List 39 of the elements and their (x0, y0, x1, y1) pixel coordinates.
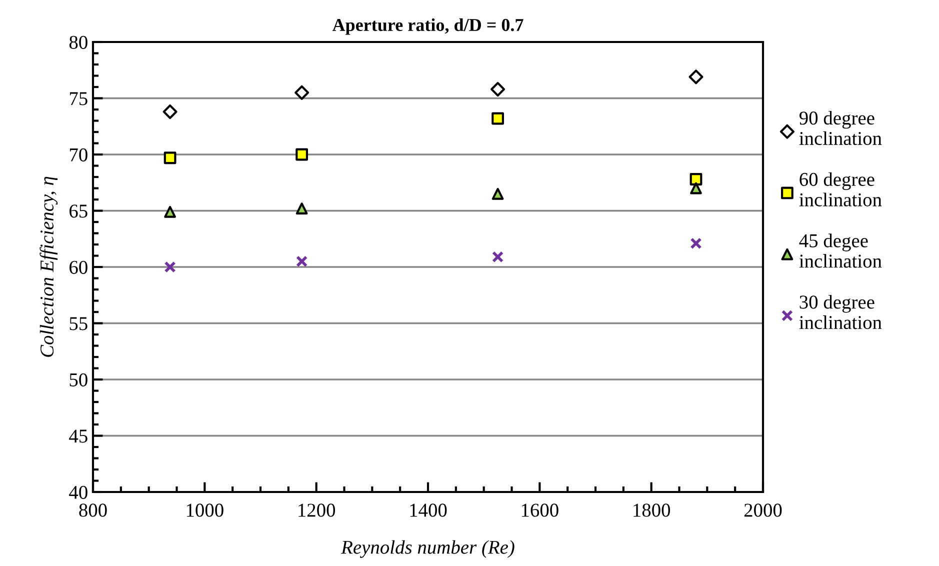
point (296, 256, 308, 268)
x-tick-label: 1600 (522, 504, 558, 517)
y-tick-label: 45 (69, 430, 88, 443)
y-tick-label: 70 (70, 148, 88, 162)
chart-title: Aperture ratio, d/D = 0.7 (332, 18, 524, 35)
x-tick-label: 1400 (410, 504, 447, 517)
point (492, 188, 504, 200)
point (690, 173, 702, 186)
y-tick-label: 80 (69, 36, 88, 49)
y-tick-label: 60 (70, 260, 88, 274)
y-tick-label: 50 (70, 373, 88, 386)
y-tick-label: 75 (70, 92, 88, 106)
point (490, 82, 506, 97)
legend-label: 45 degee inclination (799, 234, 882, 268)
point (688, 70, 704, 84)
point (296, 202, 308, 214)
x-tick-label: 800 (79, 504, 107, 517)
x-axis-title: Reynolds number (Re) (340, 540, 514, 558)
x-tick-label: 1200 (298, 504, 336, 517)
point (294, 85, 310, 100)
point (164, 261, 176, 273)
point (296, 148, 308, 161)
point (162, 104, 178, 120)
point (690, 238, 702, 250)
y-tick-label: 65 (70, 204, 88, 218)
point (164, 152, 176, 164)
y-axis-title: Collection Efficiency, η (40, 176, 58, 357)
x-tick-label: 1000 (186, 504, 224, 517)
y-tick-label: 55 (70, 317, 88, 330)
legend-label: 60 degree inclination (799, 172, 882, 206)
point (492, 112, 504, 125)
legend-label: 90 degree inclination (799, 110, 882, 146)
point (164, 206, 176, 218)
point (492, 251, 504, 263)
x-tick-label: 1800 (634, 504, 670, 517)
point (690, 182, 702, 194)
y-tick-label: 40 (69, 486, 88, 499)
x-tick-label: 2000 (744, 504, 782, 517)
legend-label: 30 degree inclination (799, 295, 882, 330)
